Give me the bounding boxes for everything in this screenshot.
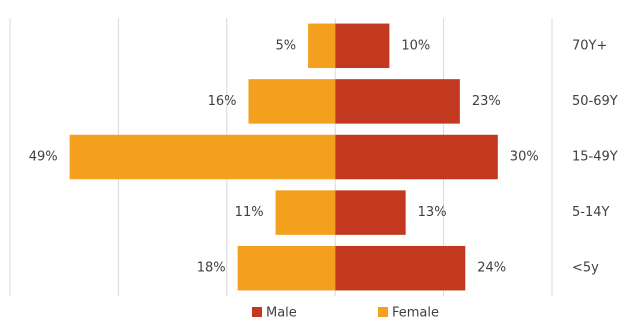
- data-label: 18%: [197, 261, 226, 276]
- legend-label: Male: [266, 306, 297, 321]
- legend-swatch: [252, 307, 262, 317]
- bar: [335, 79, 460, 124]
- legend-label: Female: [392, 306, 439, 321]
- category-label: 5-14Y: [572, 205, 610, 220]
- data-label: 23%: [472, 94, 501, 109]
- bar: [237, 245, 336, 291]
- legend-swatch: [378, 307, 388, 317]
- bar: [335, 245, 466, 291]
- data-label: 49%: [29, 150, 58, 165]
- bar: [335, 190, 406, 235]
- bar: [248, 79, 336, 124]
- data-label: 11%: [235, 205, 264, 220]
- data-label: 5%: [275, 38, 296, 53]
- data-label: 30%: [510, 150, 539, 165]
- bar: [335, 23, 390, 69]
- data-label: 24%: [477, 261, 506, 276]
- data-label: 13%: [418, 205, 447, 220]
- category-label: 15-49Y: [572, 150, 618, 165]
- bar: [308, 23, 336, 69]
- data-label: 16%: [208, 94, 237, 109]
- data-label: 10%: [401, 38, 430, 53]
- bar: [335, 134, 498, 180]
- bar: [69, 134, 336, 180]
- category-label: <5y: [572, 261, 599, 276]
- bar: [275, 190, 336, 235]
- category-label: 50-69Y: [572, 94, 618, 109]
- category-label: 70Y+: [572, 38, 607, 53]
